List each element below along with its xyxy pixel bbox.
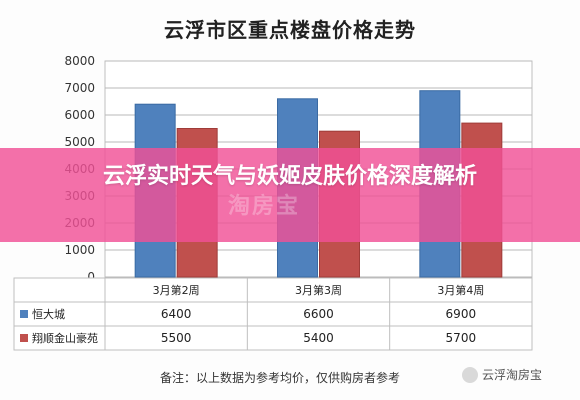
- y-tick-label: 7000: [64, 81, 95, 95]
- legend-swatch: [20, 310, 28, 318]
- data-table: [13, 277, 533, 351]
- y-tick-label: 1000: [64, 243, 95, 257]
- faint-watermark: 淘房宝: [228, 194, 301, 219]
- y-tick-label: 6000: [64, 108, 95, 122]
- data-label: 5500: [161, 331, 192, 345]
- legend-swatch: [20, 334, 28, 342]
- data-label: 5700: [446, 331, 477, 345]
- y-tick-label: 0: [87, 270, 95, 284]
- banner-text: 云浮实时天气与妖姬皮肤价格深度解析: [102, 164, 477, 189]
- y-tick-label: 8000: [64, 54, 95, 68]
- data-label: 6400: [161, 307, 192, 321]
- source-watermark: 云浮淘房宝: [462, 366, 542, 383]
- x-category-label: 3月第2周: [153, 283, 200, 297]
- x-category-label: 3月第4周: [437, 283, 484, 297]
- x-category-label: 3月第3周: [295, 283, 342, 297]
- data-label: 6600: [303, 307, 334, 321]
- chart-title: 云浮市区重点楼盘价格走势: [164, 18, 416, 42]
- y-tick-label: 5000: [64, 135, 95, 149]
- legend-series-name: 翔顺金山豪苑: [32, 331, 98, 345]
- data-label: 6900: [446, 307, 477, 321]
- wechat-icon: [462, 367, 478, 383]
- legend-series-name: 恒大城: [32, 307, 65, 321]
- footnote: 备注：以上数据为参考均价，仅供购房者参考: [160, 371, 401, 385]
- data-label: 5400: [303, 331, 334, 345]
- overlay-banner: 云浮实时天气与妖姬皮肤价格深度解析: [0, 148, 580, 242]
- watermark-text: 云浮淘房宝: [482, 368, 543, 382]
